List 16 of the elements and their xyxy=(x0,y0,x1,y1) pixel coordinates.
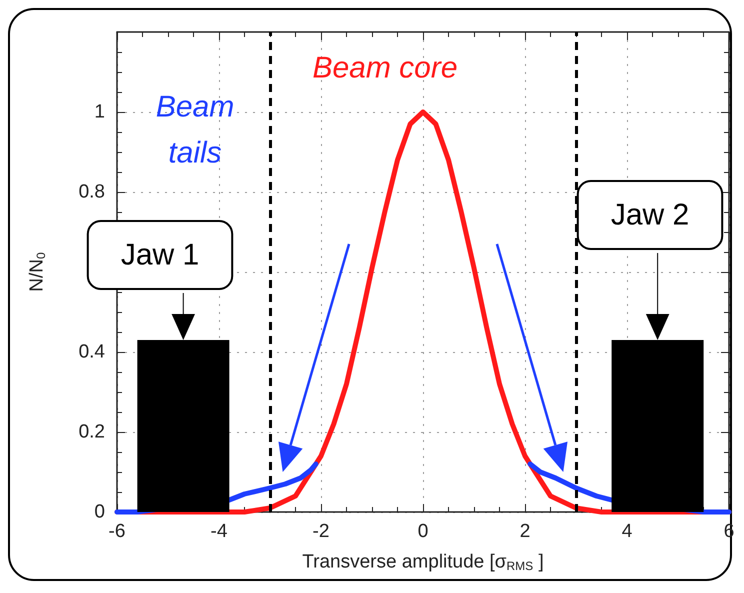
x-tick-label: 0 xyxy=(418,521,428,542)
annotation: Beam core xyxy=(312,52,458,84)
x-tick-label: 2 xyxy=(520,521,530,542)
y-axis-title: N/N0 xyxy=(26,252,48,292)
annotation: Jaw 2 xyxy=(610,198,690,232)
y-tick-label: 0 xyxy=(94,502,105,522)
x-tick-label: -2 xyxy=(312,521,330,542)
annotation: Jaw 1 xyxy=(120,238,200,272)
y-tick-label: 0.8 xyxy=(78,182,105,202)
y-tick-label: 0.2 xyxy=(78,422,105,442)
annotation: Beam tails xyxy=(156,90,234,170)
x-tick-label: -4 xyxy=(210,521,228,542)
x-tick-label: -6 xyxy=(108,521,126,542)
x-tick-label: 4 xyxy=(622,521,633,542)
y-tick-label: 0.4 xyxy=(78,342,106,362)
y-tick-label: 1 xyxy=(94,102,105,122)
